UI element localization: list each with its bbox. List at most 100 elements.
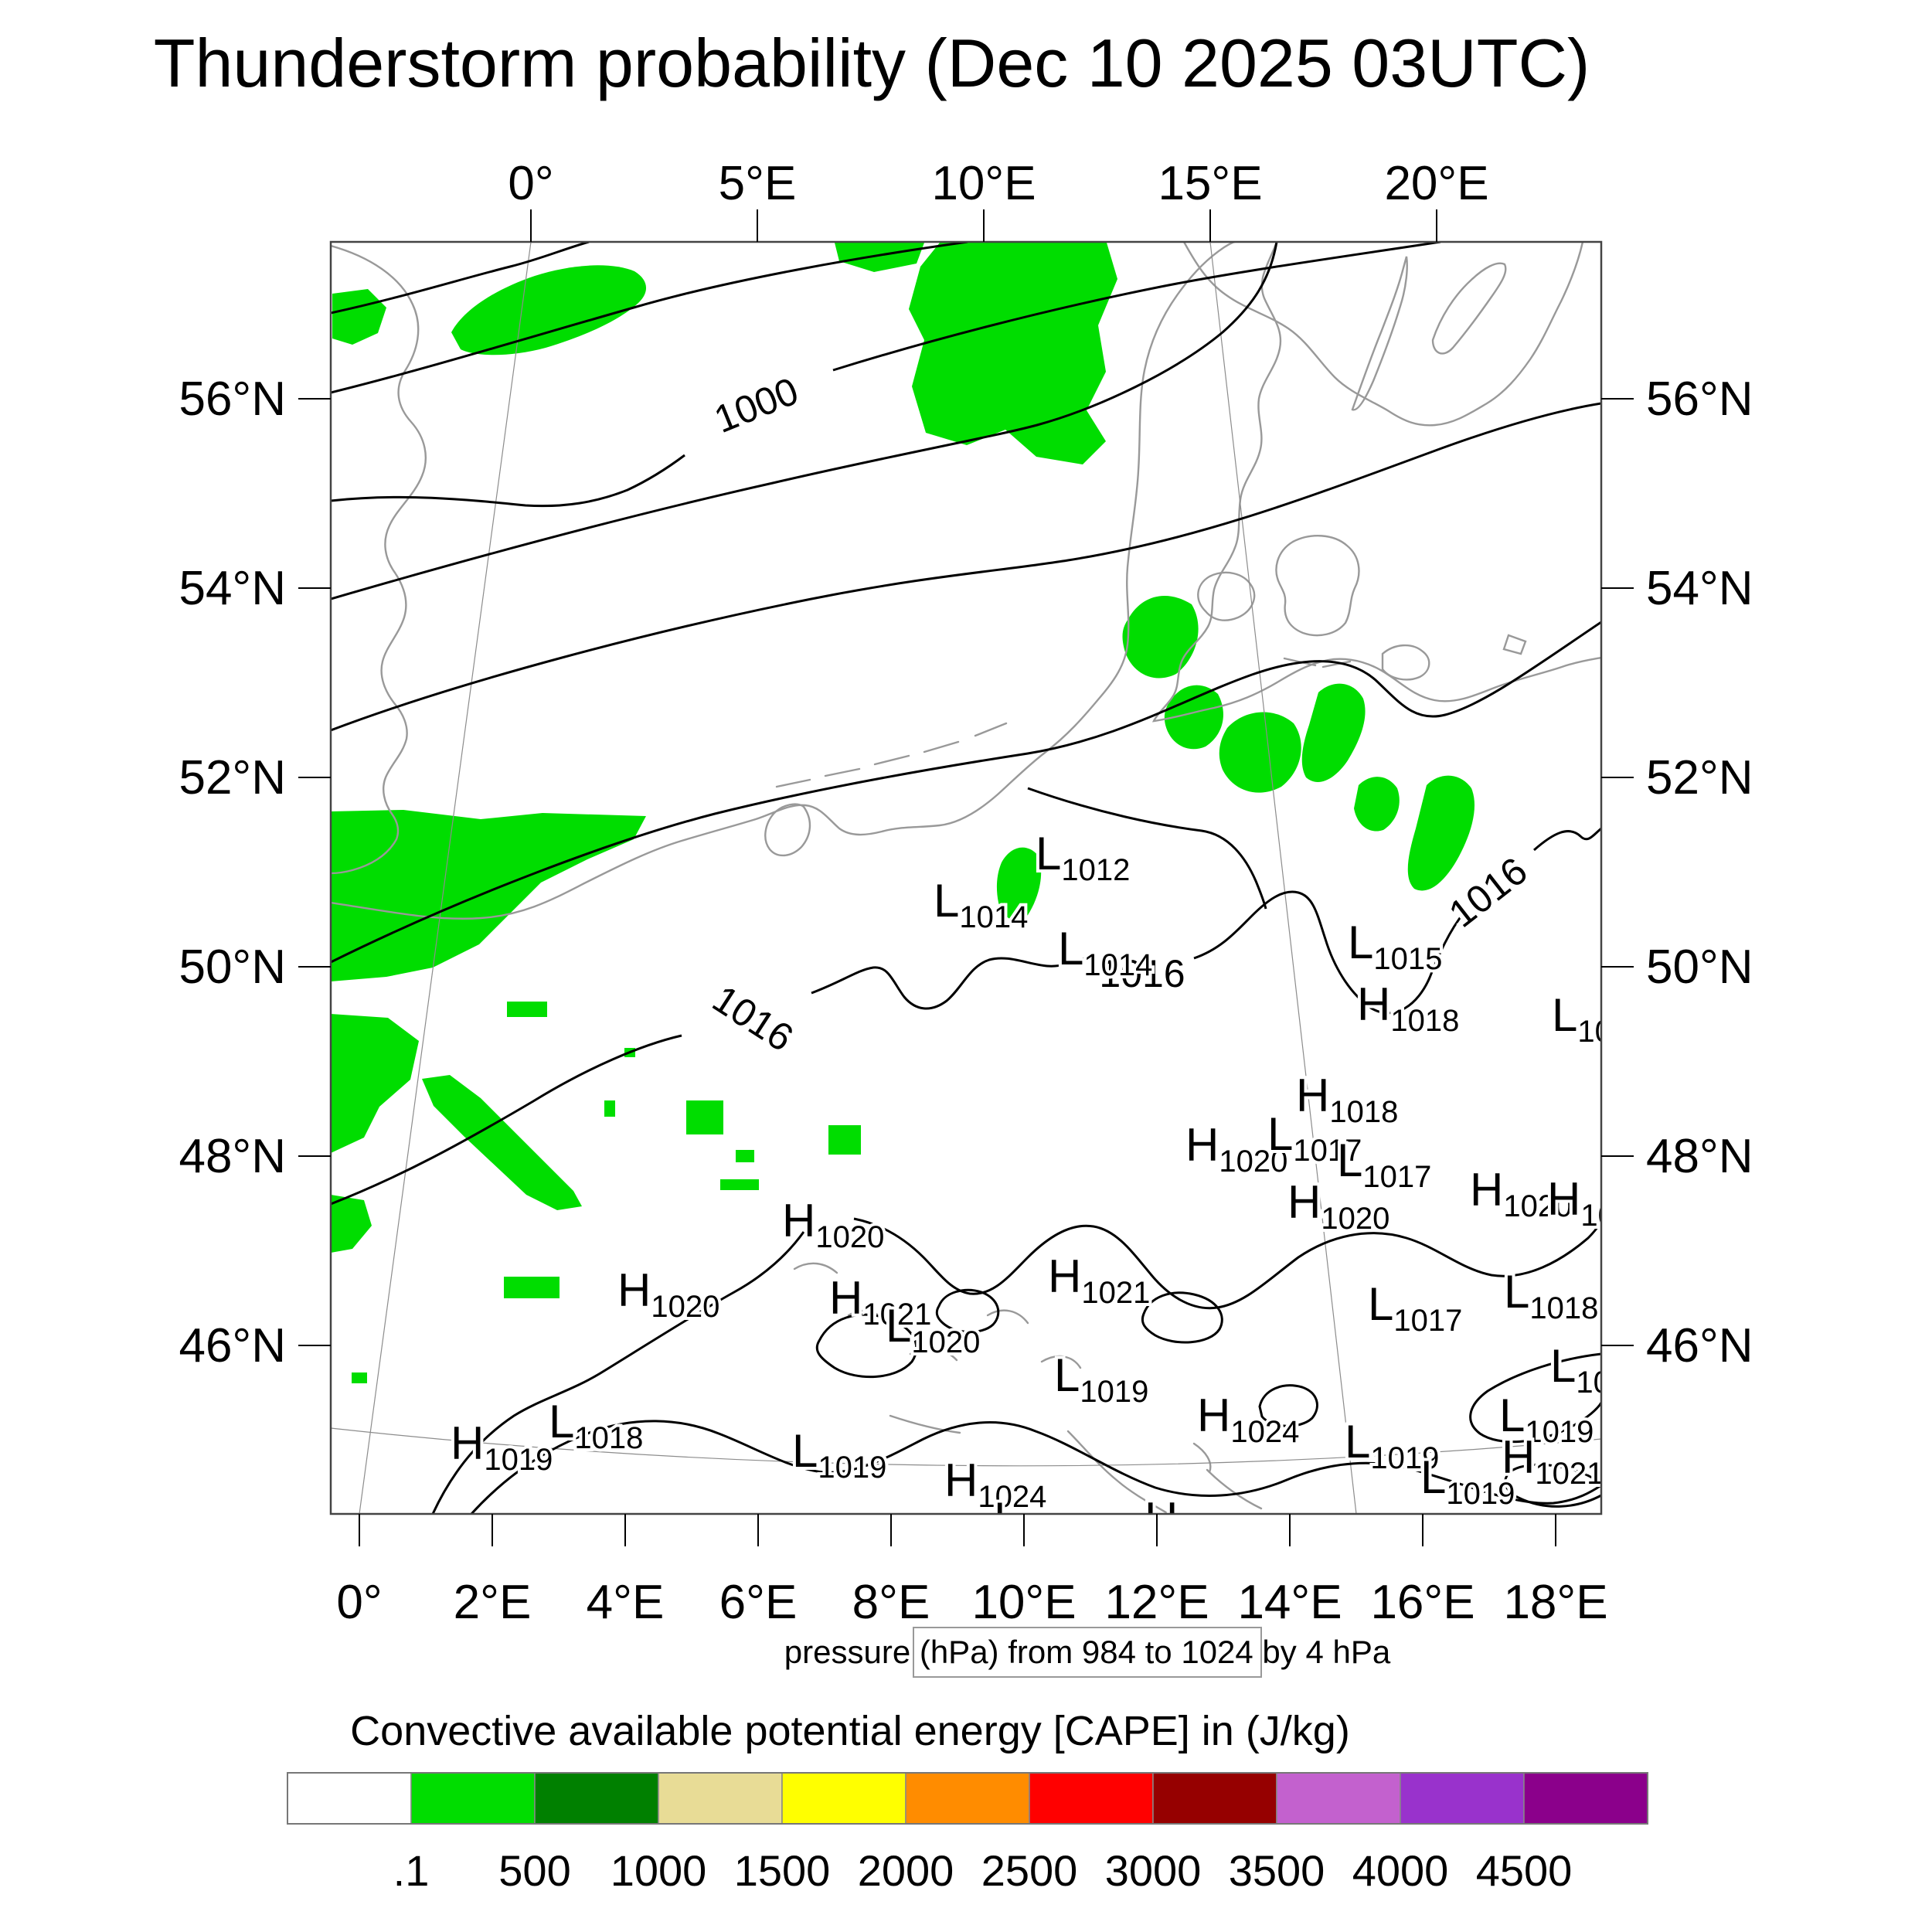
bottom-axis-label: 10°E (971, 1576, 1076, 1629)
cape-green-patch (1407, 775, 1475, 891)
right-axis-label: 54°N (1646, 562, 1753, 615)
right-axis-label: 52°N (1646, 751, 1753, 804)
bottom-axis-label: 8°E (852, 1576, 930, 1629)
low-pressure-center-label: L1019 (1345, 1416, 1439, 1475)
low-pressure-center-label: L1012 (1036, 828, 1130, 887)
cape-green-patch (909, 243, 1117, 464)
graticule-line (331, 1427, 1601, 1467)
right-axis-label: 50°N (1646, 940, 1753, 994)
high-pressure-center-label: H1024 (1197, 1389, 1299, 1449)
low-pressure-center-label: L1019 (1420, 1451, 1515, 1511)
pressure-contour-line (1533, 827, 1601, 852)
bottom-axis-label: 12°E (1104, 1576, 1209, 1629)
coastline (1066, 1430, 1170, 1514)
pressure-contour-line (853, 1217, 1601, 1310)
coastline (974, 722, 1008, 737)
high-pressure-center-label: H1020 (617, 1264, 719, 1324)
coastline (1182, 242, 1584, 427)
high-pressure-center-label: H1021 (829, 1272, 931, 1332)
bottom-axis-label: 4°E (587, 1576, 665, 1629)
coastline (1502, 634, 1527, 655)
colorbar-cell (410, 1772, 536, 1825)
pressure-contour-line (331, 621, 1601, 964)
bottom-axis-label: 6°E (719, 1576, 798, 1629)
low-pressure-center-label: L1020 (886, 1300, 980, 1359)
colorbar-tick-label: 2000 (858, 1846, 954, 1895)
coastline (775, 778, 811, 788)
low-pressure-center-label: L1017 (1337, 1134, 1431, 1194)
cape-green-patch (332, 289, 386, 345)
high-pressure-center-label: H1024 (944, 1454, 1046, 1514)
pressure-contour-line (331, 242, 968, 394)
top-axis-label: 10°E (931, 157, 1036, 210)
low-pressure-center-label: L1014 (934, 875, 1028, 934)
bottom-axis-label: 16°E (1370, 1576, 1475, 1629)
pressure-contour-line (331, 242, 590, 315)
pressure-contour-line (1027, 787, 1267, 910)
cape-green-patch (504, 1277, 560, 1298)
coastline (331, 242, 1236, 920)
left-axis-label: 56°N (179, 372, 286, 426)
cape-green-patch (835, 243, 924, 272)
cape-green-patch (686, 1100, 723, 1134)
right-axis-label: 48°N (1646, 1130, 1753, 1183)
pressure-contour-line (1258, 1384, 1318, 1427)
cape-green-patch (352, 1372, 367, 1383)
colorbar-cell (1400, 1772, 1525, 1825)
top-axis-label: 20°E (1384, 157, 1488, 210)
pressure-contour-line (1504, 1463, 1601, 1508)
right-axis-label: 56°N (1646, 372, 1753, 426)
coastline (1206, 1468, 1263, 1510)
pressure-contour-line (331, 454, 685, 508)
pressure-contour-line (431, 1231, 805, 1514)
left-axis-label: 52°N (179, 751, 286, 804)
coastline (1151, 242, 1601, 723)
coastline (793, 1262, 838, 1274)
high-pressure-center-label: H1020 (1287, 1176, 1389, 1236)
coastline (986, 1309, 1029, 1325)
cape-green-patch (331, 1014, 419, 1153)
contour-value-label: 1000 (709, 369, 804, 441)
colorbar-cell (534, 1772, 659, 1825)
cape-green-patch (507, 1002, 547, 1017)
pressure-contour-line (815, 1313, 918, 1379)
graticule-line (359, 242, 532, 1514)
top-axis-label: 15°E (1158, 157, 1262, 210)
coastline (847, 1309, 889, 1326)
coastline (764, 803, 811, 857)
graticule-line (1209, 242, 1357, 1514)
coastline (1321, 660, 1352, 668)
cape-green-patch (1354, 777, 1400, 832)
pressure-contour-line (331, 402, 1601, 732)
coastline (1431, 262, 1507, 355)
left-axis-label: 48°N (179, 1130, 286, 1183)
left-axis-label: 46°N (179, 1319, 286, 1372)
coastline (1275, 535, 1360, 637)
pressure-contour-line (331, 242, 1278, 600)
contour-value-label: 1016 (1099, 952, 1185, 995)
cape-green-patch (720, 1179, 759, 1190)
map-frame (329, 240, 1603, 1515)
colorbar-tick-label: 1000 (611, 1846, 707, 1895)
coastline (889, 1414, 961, 1434)
colorbar-cell (287, 1772, 412, 1825)
pressure-contour-line (331, 1034, 682, 1206)
cape-green-patch (604, 1100, 615, 1117)
low-pressure-center-label: L1017 (1267, 1108, 1362, 1168)
pressure-contour-line (1469, 1352, 1601, 1444)
coastline (1351, 256, 1408, 411)
cape-green-patch (331, 1195, 372, 1253)
cape-green-patch (451, 265, 647, 355)
low-pressure-center-label: L1019 (792, 1425, 886, 1485)
colorbar-cell (1523, 1772, 1648, 1825)
colorbar-tick-label: 1500 (734, 1846, 831, 1895)
bottom-axis-label: 18°E (1503, 1576, 1607, 1629)
pressure-contour-line (1141, 1291, 1223, 1344)
colorbar-cell (1276, 1772, 1401, 1825)
map-border (329, 240, 1603, 1515)
colorbar-tick-label: .1 (393, 1846, 430, 1895)
low-pressure-center-label: L1019 (1499, 1389, 1594, 1449)
colorbar-cell (1029, 1772, 1154, 1825)
high-pressure-center-label: H1021 (1502, 1431, 1604, 1491)
low-pressure-center-label: L1019 (1550, 1340, 1645, 1400)
